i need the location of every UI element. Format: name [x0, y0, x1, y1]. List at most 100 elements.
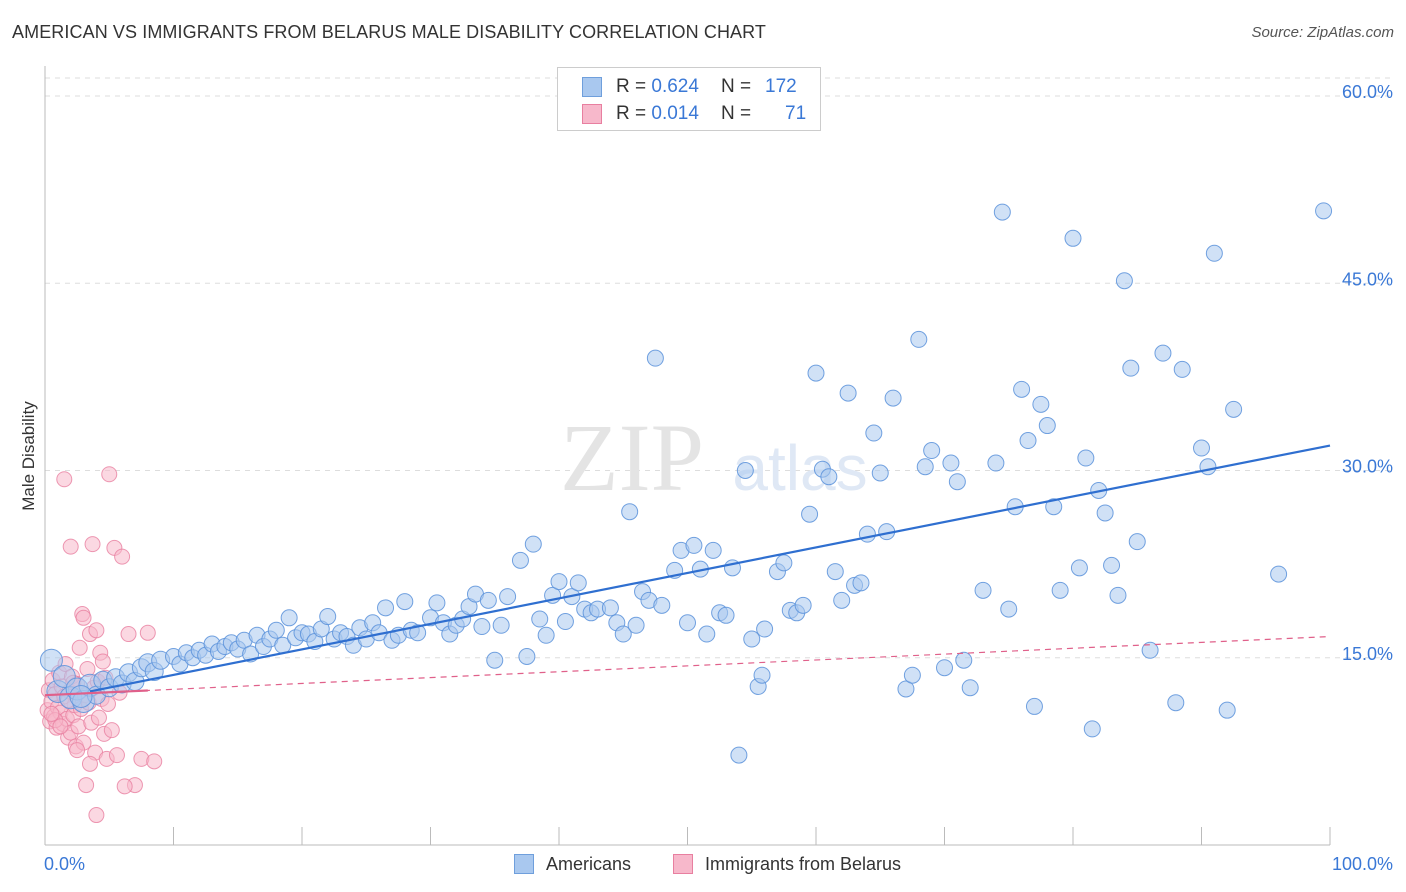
data-point-americans [1154, 344, 1172, 362]
data-point-americans [936, 659, 953, 677]
data-point-americans [499, 588, 517, 606]
legend-n-value: 172 [765, 76, 797, 97]
data-point-americans [903, 666, 921, 684]
data-point-americans [775, 554, 793, 572]
data-point-belarus [56, 471, 73, 488]
data-point-americans [839, 384, 857, 402]
y-tick-labels: 15.0% 30.0% 45.0% 60.0% [1342, 82, 1393, 664]
data-point-americans [1315, 202, 1333, 220]
data-point-americans [820, 468, 838, 486]
data-point-americans [1019, 432, 1037, 450]
x-tick-label: 100.0% [1332, 854, 1393, 874]
data-point-americans [1103, 556, 1121, 574]
data-point-americans [518, 648, 536, 666]
legend-item-americans: Americans [514, 851, 631, 877]
data-point-americans [1051, 581, 1069, 599]
data-point-americans [69, 684, 93, 708]
data-point-americans [1218, 701, 1236, 719]
data-point-belarus [62, 538, 79, 555]
data-point-americans [1038, 417, 1056, 435]
grid-lines [45, 77, 1393, 659]
data-point-americans [1000, 600, 1018, 618]
data-point-americans [807, 364, 825, 382]
data-point-americans [1128, 533, 1146, 551]
data-point-americans [1109, 586, 1127, 604]
data-point-americans [987, 454, 1005, 472]
data-point-americans [473, 618, 491, 636]
legend-swatch-belarus [673, 854, 693, 874]
data-point-americans [550, 573, 568, 591]
data-point-americans [961, 679, 979, 697]
data-point-belarus [69, 742, 86, 759]
chart-source: Source: ZipAtlas.com [1251, 24, 1394, 41]
data-point-americans [974, 581, 992, 599]
data-point-americans [897, 680, 915, 698]
data-point-americans [537, 626, 555, 644]
x-tick-labels: 0.0% 100.0% [44, 854, 1393, 874]
legend-r-label: R = [616, 76, 647, 97]
data-point-belarus [88, 807, 105, 824]
legend-label-belarus: Immigrants from Belarus [705, 853, 902, 874]
data-point-belarus [146, 753, 163, 770]
data-point-americans [1205, 244, 1223, 262]
data-point-americans [871, 464, 889, 482]
data-point-americans [1025, 697, 1043, 715]
data-point-americans [698, 625, 716, 643]
data-point-americans [569, 574, 587, 592]
data-point-americans [319, 608, 337, 626]
data-point-americans [833, 591, 851, 609]
data-point-americans [1199, 458, 1217, 476]
legend-item-belarus: Immigrants from Belarus [673, 851, 901, 877]
data-point-americans [730, 746, 748, 764]
data-point-belarus [71, 639, 88, 656]
data-point-americans [627, 616, 645, 634]
data-point-belarus [88, 622, 105, 639]
data-point-belarus [94, 653, 111, 670]
data-point-americans [479, 591, 497, 609]
data-point-belarus [78, 777, 95, 794]
legend-n-label: N = [720, 103, 752, 124]
legend-n-value: 71 [785, 103, 807, 124]
data-point-americans [993, 203, 1011, 221]
legend-r-label: R = [616, 103, 647, 124]
data-point-americans [524, 535, 542, 553]
data-point-americans [601, 599, 619, 617]
x-tick-label: 0.0% [44, 854, 85, 874]
data-point-americans [1032, 395, 1050, 413]
data-point-americans [1077, 449, 1095, 467]
data-point-americans [910, 330, 928, 348]
trend-line-belarus-dashed [44, 635, 1331, 696]
data-point-americans [409, 624, 427, 642]
data-point-belarus [114, 548, 131, 565]
data-point-americans [884, 389, 902, 407]
data-point-americans [794, 596, 812, 614]
data-point-americans [1013, 380, 1031, 398]
data-point-belarus [90, 709, 107, 726]
data-point-americans [486, 651, 504, 669]
series-immigrants-from-belarus [39, 466, 163, 824]
data-point-americans [955, 651, 973, 669]
data-point-americans [39, 648, 63, 672]
data-point-americans [1270, 565, 1288, 583]
watermark-zip: ZIP [560, 404, 704, 511]
trend-lines [44, 444, 1331, 697]
legend-r-value: 0.624 [651, 76, 699, 97]
data-point-americans [646, 349, 664, 367]
data-point-americans [428, 594, 446, 612]
data-point-belarus [75, 609, 92, 626]
data-point-belarus [84, 536, 101, 553]
y-tick-label: 45.0% [1342, 269, 1393, 289]
data-point-americans [1096, 504, 1114, 522]
data-point-americans [743, 630, 761, 648]
data-point-americans [1173, 360, 1191, 378]
data-point-belarus [103, 722, 120, 739]
data-point-americans [621, 503, 639, 521]
data-point-americans [1193, 439, 1210, 457]
data-point-americans [942, 454, 960, 472]
y-tick-label: 15.0% [1342, 644, 1393, 664]
data-point-americans [801, 505, 819, 523]
data-point-belarus [120, 626, 137, 643]
legend-swatch-americans [582, 77, 602, 97]
data-point-americans [679, 614, 696, 632]
